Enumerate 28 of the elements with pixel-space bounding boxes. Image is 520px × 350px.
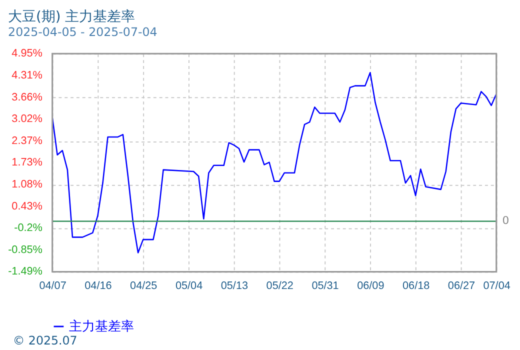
x-tick-label: 07/04 (483, 280, 510, 292)
y-tick-label: 3.66% (12, 91, 43, 104)
chart-subtitle: 2025-04-05 - 2025-07-04 (8, 24, 158, 39)
y-tick-label: 0.43% (12, 200, 43, 213)
legend-label: 主力基差率 (69, 318, 134, 334)
x-tick-label: 04/16 (84, 280, 112, 292)
y-tick-label: 1.08% (12, 178, 43, 191)
y-tick-label: -0.2% (14, 222, 43, 234)
x-tick-label: 05/31 (312, 280, 339, 292)
x-tick-label: 05/04 (175, 280, 203, 292)
x-tick-label: 06/18 (402, 280, 430, 292)
ref-line-label: 0 (502, 214, 510, 228)
x-tick-label: 04/25 (130, 280, 158, 292)
text: © 2025.07 (12, 334, 78, 348)
y-tick-label: 3.02% (12, 112, 43, 125)
y-tick-label: 1.73% (12, 156, 43, 169)
line-series (52, 72, 496, 254)
y-tick-label: 2.37% (12, 134, 43, 147)
x-tick-label: 05/13 (220, 280, 248, 292)
x-tick-label: 06/27 (448, 280, 476, 292)
x-tick-label: 04/07 (39, 280, 66, 292)
x-tick-label: 05/22 (266, 280, 294, 292)
x-tick-label: 06/09 (357, 280, 384, 292)
chart-title: 大豆(期) 主力基差率 (8, 9, 136, 26)
y-tick-label: 4.31% (12, 69, 43, 82)
y-tick-label: -1.49% (8, 266, 43, 278)
y-tick-label: -0.85% (8, 244, 43, 256)
y-tick-label: 4.95% (12, 48, 43, 60)
